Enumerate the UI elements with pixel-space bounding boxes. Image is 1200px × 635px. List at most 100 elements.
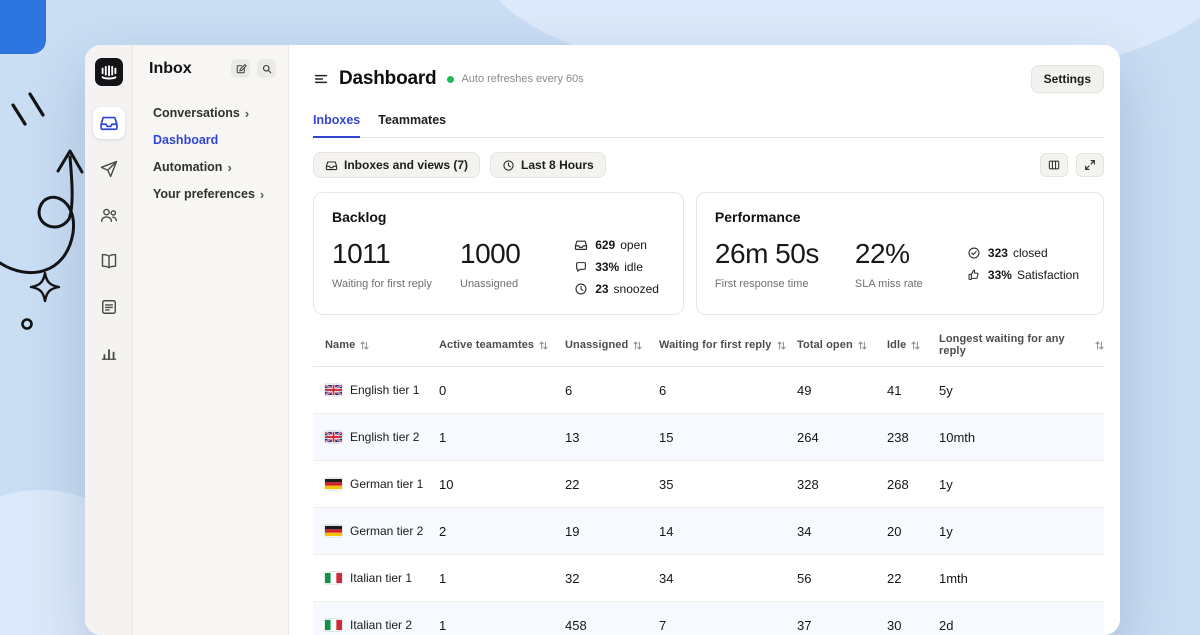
- column-header-waiting-first-reply[interactable]: Waiting for first reply: [659, 339, 797, 351]
- cell-longest-waiting: 10mth: [939, 430, 1104, 445]
- cell-idle: 238: [887, 430, 939, 445]
- sidebar-item-automation[interactable]: Automation ›: [149, 155, 276, 179]
- column-settings-button[interactable]: [1040, 153, 1068, 177]
- inboxes-filter-button[interactable]: Inboxes and views (7): [313, 152, 480, 178]
- rail-tickets-button[interactable]: [93, 291, 125, 323]
- time-range-filter-label: Last 8 Hours: [521, 158, 594, 172]
- circle-doodle: [23, 320, 32, 329]
- sidebar-item-label: Your preferences: [153, 187, 255, 201]
- sidebar-item-dashboard[interactable]: Dashboard: [149, 128, 276, 152]
- cell-waiting-first-reply: 35: [659, 477, 797, 492]
- chevron-right-icon: ›: [245, 107, 249, 120]
- page-header: Dashboard Auto refreshes every 60s Setti…: [313, 65, 1104, 93]
- cell-waiting-first-reply: 6: [659, 383, 797, 398]
- dashboard-main: Dashboard Auto refreshes every 60s Setti…: [289, 45, 1120, 635]
- sidebar-title: Inbox: [149, 60, 224, 78]
- cell-waiting-first-reply: 7: [659, 618, 797, 633]
- rail-knowledge-button[interactable]: [93, 245, 125, 277]
- cell-total-open: 37: [797, 618, 887, 633]
- metric-value: 1011: [332, 238, 460, 270]
- people-icon: [99, 205, 119, 225]
- clock-icon: [574, 282, 588, 296]
- cell-idle: 20: [887, 524, 939, 539]
- column-header-idle[interactable]: Idle: [887, 339, 939, 351]
- compose-button[interactable]: [231, 59, 250, 78]
- search-button[interactable]: [257, 59, 276, 78]
- tab-teammates[interactable]: Teammates: [378, 113, 446, 138]
- column-header-unassigned[interactable]: Unassigned: [565, 339, 659, 351]
- metric-waiting-first-reply: 1011 Waiting for first reply: [332, 238, 460, 290]
- metric-first-response-time: 26m 50s First response time: [715, 238, 855, 290]
- page-title: Dashboard: [339, 68, 436, 90]
- cell-longest-waiting: 2d: [939, 618, 1104, 633]
- sort-icon: [539, 340, 548, 351]
- sort-icon: [911, 340, 920, 351]
- stat-label: snoozed: [614, 282, 659, 296]
- sidebar-item-your-preferences[interactable]: Your preferences ›: [149, 182, 276, 206]
- cell-waiting-first-reply: 34: [659, 571, 797, 586]
- metric-value: 26m 50s: [715, 238, 855, 270]
- table-row-german-tier-1[interactable]: German tier 1 10 22 35 328 268 1y: [313, 461, 1104, 508]
- sort-icon: [777, 340, 786, 351]
- sidebar-item-label: Automation: [153, 160, 222, 174]
- table-row-italian-tier-2[interactable]: Italian tier 2 1 458 7 37 30 2d: [313, 602, 1104, 635]
- table-row-italian-tier-1[interactable]: Italian tier 1 1 32 34 56 22 1mth: [313, 555, 1104, 602]
- cell-longest-waiting: 5y: [939, 383, 1104, 398]
- time-range-filter-button[interactable]: Last 8 Hours: [490, 152, 606, 178]
- cell-active-teammates: 10: [439, 477, 565, 492]
- rail-inbox-button[interactable]: [93, 107, 125, 139]
- metric-cards: Backlog 1011 Waiting for first reply 100…: [313, 192, 1104, 315]
- column-header-name[interactable]: Name: [313, 339, 439, 351]
- stat-value: 323: [988, 246, 1008, 260]
- column-header-active-teammates[interactable]: Active teamamtes: [439, 339, 565, 351]
- table-row-english-tier-1[interactable]: English tier 1 0 6 6 49 41 5y: [313, 367, 1104, 414]
- rail-outbound-button[interactable]: [93, 153, 125, 185]
- dashboard-tabs: Inboxes Teammates: [313, 113, 1104, 138]
- table-row-german-tier-2[interactable]: German tier 2 2 19 14 34 20 1y: [313, 508, 1104, 555]
- stat-snoozed: 23 snoozed: [574, 282, 659, 296]
- stat-label: open: [620, 238, 647, 252]
- inbox-icon: [574, 238, 588, 252]
- inbox-sidebar: Inbox Conversations › Dashboard: [133, 45, 289, 635]
- auto-refresh-dot: [447, 76, 454, 83]
- card-title: Performance: [715, 209, 1085, 225]
- stat-closed: 323 closed: [967, 246, 1079, 260]
- cell-idle: 268: [887, 477, 939, 492]
- settings-button[interactable]: Settings: [1031, 65, 1104, 93]
- check-circle-icon: [967, 246, 981, 260]
- tab-inboxes[interactable]: Inboxes: [313, 113, 360, 138]
- clock-icon: [502, 159, 515, 172]
- cell-total-open: 56: [797, 571, 887, 586]
- stat-open: 629 open: [574, 238, 659, 252]
- table-body: English tier 1 0 6 6 49 41 5y English ti…: [313, 367, 1104, 635]
- sidebar-item-conversations[interactable]: Conversations ›: [149, 101, 276, 125]
- metric-label: Unassigned: [460, 278, 572, 290]
- inbox-name: Italian tier 1: [350, 571, 412, 585]
- stat-value: 23: [595, 282, 608, 296]
- card-title: Backlog: [332, 209, 665, 225]
- filter-bar: Inboxes and views (7) Last 8 Hours: [313, 152, 1104, 178]
- book-icon: [99, 251, 119, 271]
- inbox-name: German tier 2: [350, 524, 423, 538]
- sort-icon: [1095, 340, 1104, 351]
- german-flag-icon: [325, 478, 342, 490]
- cell-idle: 41: [887, 383, 939, 398]
- console-icon: [99, 297, 119, 317]
- decorative-blue-square: [0, 0, 46, 54]
- rail-contacts-button[interactable]: [93, 199, 125, 231]
- column-header-longest-waiting[interactable]: Longest waiting for any reply: [939, 333, 1104, 357]
- sort-icon: [360, 340, 369, 351]
- sidebar-toggle-button[interactable]: [313, 71, 329, 87]
- column-header-total-open[interactable]: Total open: [797, 339, 887, 351]
- intercom-logo[interactable]: [95, 58, 123, 86]
- cell-unassigned: 458: [565, 618, 659, 633]
- metric-unassigned: 1000 Unassigned: [460, 238, 572, 290]
- expand-fullscreen-button[interactable]: [1076, 153, 1104, 177]
- sort-icon: [858, 340, 867, 351]
- rail-reports-button[interactable]: [93, 337, 125, 369]
- cell-active-teammates: 1: [439, 430, 565, 445]
- table-row-english-tier-2[interactable]: English tier 2 1 13 15 264 238 10mth: [313, 414, 1104, 461]
- inbox-name: English tier 2: [350, 430, 419, 444]
- metric-label: Waiting for first reply: [332, 278, 460, 290]
- inbox-name: Italian tier 2: [350, 618, 412, 632]
